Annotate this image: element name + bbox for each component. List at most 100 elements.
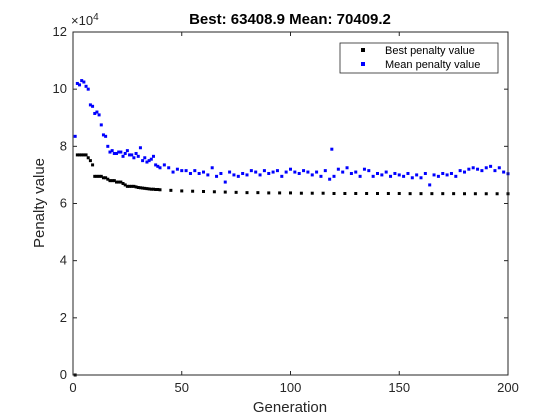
best-penalty-point xyxy=(180,189,184,193)
best-penalty-point xyxy=(99,174,103,178)
x-tick-label: 0 xyxy=(69,380,76,395)
mean-penalty-point xyxy=(241,171,245,175)
mean-penalty-point xyxy=(210,166,214,170)
mean-penalty-point xyxy=(258,173,262,177)
best-penalty-point xyxy=(430,192,434,196)
mean-penalty-point xyxy=(419,176,423,180)
mean-penalty-point xyxy=(449,171,453,175)
mean-penalty-point xyxy=(393,171,397,175)
best-penalty-point xyxy=(104,176,108,180)
mean-penalty-point xyxy=(202,170,205,174)
best-penalty-point xyxy=(212,190,216,194)
mean-penalty-point xyxy=(302,169,306,173)
best-penalty-point xyxy=(88,159,92,163)
best-penalty-point xyxy=(151,187,155,191)
mean-penalty-point xyxy=(223,180,227,184)
mean-penalty-point xyxy=(397,173,401,177)
mean-penalty-point xyxy=(267,171,271,175)
mean-penalty-point xyxy=(95,110,99,114)
best-penalty-point xyxy=(223,190,227,194)
mean-penalty-point xyxy=(80,79,84,83)
mean-penalty-point xyxy=(254,170,258,174)
x-tick-label: 200 xyxy=(497,380,519,395)
y-axis-label: Penalty value xyxy=(31,158,48,248)
mean-penalty-point xyxy=(458,169,462,173)
mean-penalty-point xyxy=(332,174,336,178)
mean-penalty-point xyxy=(167,166,171,170)
best-penalty-point xyxy=(452,192,456,196)
mean-penalty-point xyxy=(319,174,323,178)
mean-penalty-point xyxy=(97,113,101,117)
best-penalty-point xyxy=(149,187,153,191)
best-penalty-point xyxy=(110,179,114,183)
mean-penalty-point xyxy=(415,173,419,177)
mean-penalty-point xyxy=(293,170,297,174)
best-penalty-point xyxy=(121,181,125,185)
mean-penalty-point xyxy=(376,171,379,175)
best-penalty-point xyxy=(169,188,173,192)
mean-penalty-point xyxy=(78,83,82,87)
mean-penalty-point xyxy=(330,147,334,151)
legend-label-mean: Mean penalty value xyxy=(385,59,480,71)
mean-penalty-point xyxy=(432,173,436,177)
y-axis-ticks: 0 2 4 6 8 10 12 xyxy=(53,24,508,382)
best-penalty-point xyxy=(117,180,121,184)
best-penalty-point xyxy=(365,191,369,195)
best-penalty-point xyxy=(84,153,88,157)
best-penalty-point xyxy=(332,191,336,195)
mean-penalty-point xyxy=(138,146,142,150)
mean-penalty-point xyxy=(82,80,86,84)
mean-penalty-point xyxy=(119,150,123,154)
best-penalty-point xyxy=(441,192,445,196)
best-penalty-point xyxy=(289,191,292,195)
mean-penalty-point xyxy=(91,104,95,108)
mean-penalty-point xyxy=(502,170,506,174)
y-tick-label: 10 xyxy=(53,81,67,96)
best-penalty-point xyxy=(115,180,118,184)
mean-penalty-point xyxy=(136,154,140,158)
best-penalty-point xyxy=(473,192,477,196)
best-penalty-point xyxy=(143,186,147,190)
mean-penalty-point xyxy=(236,174,240,178)
best-penalty-point xyxy=(141,186,145,190)
mean-penalty-point xyxy=(306,170,310,174)
mean-penalty-point xyxy=(88,103,92,107)
mean-penalty-point xyxy=(147,159,151,163)
mean-penalty-point xyxy=(310,173,314,177)
x-axis-label: Generation xyxy=(253,399,327,416)
best-penalty-point xyxy=(267,191,271,195)
mean-penalty-point xyxy=(112,151,116,155)
x-tick-label: 50 xyxy=(175,380,189,395)
mean-penalty-point xyxy=(371,174,375,178)
mean-penalty-point xyxy=(171,170,175,174)
mean-penalty-point xyxy=(323,169,327,173)
mean-penalty-point xyxy=(232,173,236,177)
best-penalty-point xyxy=(97,174,101,178)
best-penalty-point xyxy=(138,186,142,190)
mean-penalty-point xyxy=(149,157,153,161)
best-penalty-point xyxy=(376,191,379,195)
y-tick-label: 12 xyxy=(53,24,67,39)
best-penalty-point xyxy=(136,185,140,189)
best-penalty-point xyxy=(86,156,90,160)
mean-penalty-point xyxy=(188,171,192,175)
legend-box xyxy=(339,42,499,74)
mean-penalty-point xyxy=(271,170,275,174)
mean-penalty-point xyxy=(275,169,279,173)
mean-penalty-point xyxy=(441,171,445,175)
mean-penalty-point xyxy=(463,170,466,174)
mean-penalty-point xyxy=(197,171,201,175)
mean-penalty-point xyxy=(406,171,410,175)
mean-penalty-point xyxy=(101,133,105,137)
mean-penalty-point xyxy=(349,171,353,175)
best-penalty-point xyxy=(75,153,79,157)
best-penalty-point xyxy=(134,185,138,189)
mean-penalty-point xyxy=(467,167,471,171)
best-penalty-point xyxy=(397,191,401,195)
mean-penalty-point xyxy=(445,173,449,177)
best-penalty-point xyxy=(158,188,162,192)
best-penalty-point xyxy=(93,174,97,178)
mean-penalty-point xyxy=(289,167,292,171)
mean-penalty-point xyxy=(104,134,108,138)
mean-penalty-point xyxy=(75,81,79,85)
